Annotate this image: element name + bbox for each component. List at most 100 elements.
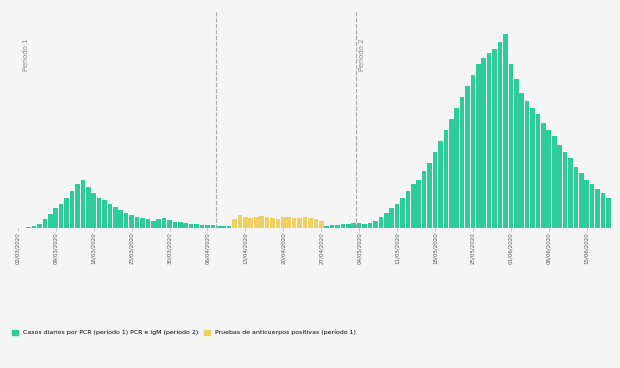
Bar xyxy=(135,217,140,228)
Bar xyxy=(417,180,421,228)
Bar xyxy=(297,218,302,228)
Bar xyxy=(335,224,340,228)
Bar xyxy=(411,184,415,228)
Bar xyxy=(286,217,291,228)
Bar xyxy=(357,223,361,228)
Bar xyxy=(601,193,605,228)
Bar xyxy=(249,218,253,228)
Bar xyxy=(97,198,102,228)
Bar xyxy=(324,226,329,228)
Bar xyxy=(520,93,524,228)
Bar xyxy=(438,141,443,228)
Bar xyxy=(81,180,85,228)
Bar xyxy=(69,191,74,228)
Bar xyxy=(384,213,389,228)
Bar xyxy=(113,208,118,228)
Bar xyxy=(319,220,324,228)
Bar xyxy=(167,220,172,228)
Bar xyxy=(189,224,193,228)
Bar xyxy=(237,215,242,228)
Bar xyxy=(503,34,508,228)
Bar xyxy=(86,187,91,228)
Bar xyxy=(140,218,144,228)
Bar xyxy=(243,217,247,228)
Bar xyxy=(172,222,177,228)
Bar xyxy=(427,163,432,228)
Text: Período 1: Período 1 xyxy=(23,38,29,71)
Bar xyxy=(352,223,356,228)
Bar xyxy=(200,224,205,228)
Bar xyxy=(297,227,302,228)
Bar xyxy=(454,108,459,228)
Bar xyxy=(308,227,312,228)
Bar xyxy=(118,209,123,228)
Bar xyxy=(216,226,221,228)
Bar xyxy=(37,224,42,228)
Bar xyxy=(146,219,150,228)
Bar xyxy=(492,49,497,228)
Bar xyxy=(498,42,502,228)
Bar xyxy=(546,130,551,228)
Bar xyxy=(156,219,161,228)
Bar xyxy=(194,224,199,228)
Bar xyxy=(59,204,63,228)
Bar xyxy=(460,97,464,228)
Bar xyxy=(270,218,275,228)
Bar xyxy=(514,79,518,228)
Bar xyxy=(221,226,226,228)
Bar xyxy=(130,215,134,228)
Bar xyxy=(368,223,372,228)
Bar xyxy=(292,217,296,228)
Bar xyxy=(362,224,367,228)
Bar xyxy=(525,101,529,228)
Bar xyxy=(64,198,69,228)
Bar xyxy=(232,219,237,228)
Bar xyxy=(536,114,540,228)
Bar xyxy=(227,226,231,228)
Bar xyxy=(184,223,188,228)
Bar xyxy=(281,217,286,228)
Text: Período 2: Período 2 xyxy=(359,38,365,71)
Bar xyxy=(395,204,399,228)
Bar xyxy=(205,225,210,228)
Bar xyxy=(346,224,351,228)
Bar xyxy=(237,227,242,228)
Bar xyxy=(178,222,183,228)
Bar xyxy=(449,119,454,228)
Bar xyxy=(595,189,600,228)
Bar xyxy=(308,217,312,228)
Bar xyxy=(557,145,562,228)
Bar xyxy=(249,227,253,228)
Bar xyxy=(330,225,334,228)
Bar xyxy=(303,217,308,228)
Bar xyxy=(476,64,480,228)
Bar xyxy=(422,171,427,228)
Bar xyxy=(606,198,611,228)
Legend: Casos diarios por PCR (período 1) PCR e IgM (período 2), Pruebas de anticuerpos : Casos diarios por PCR (período 1) PCR e … xyxy=(9,328,358,338)
Bar xyxy=(53,209,58,228)
Bar xyxy=(286,227,291,228)
Bar xyxy=(243,227,247,228)
Bar xyxy=(275,219,280,228)
Bar xyxy=(482,58,486,228)
Bar xyxy=(32,226,37,228)
Bar xyxy=(541,123,546,228)
Bar xyxy=(340,224,345,228)
Bar xyxy=(232,227,237,228)
Bar xyxy=(319,226,324,228)
Bar xyxy=(568,158,573,228)
Bar xyxy=(433,152,437,228)
Bar xyxy=(471,75,476,228)
Bar xyxy=(303,227,308,228)
Bar xyxy=(254,227,259,228)
Bar xyxy=(292,227,296,228)
Bar xyxy=(151,220,156,228)
Bar xyxy=(379,217,383,228)
Bar xyxy=(162,218,166,228)
Bar xyxy=(373,220,378,228)
Bar xyxy=(585,180,589,228)
Bar xyxy=(265,217,269,228)
Bar xyxy=(27,227,31,228)
Bar xyxy=(465,86,470,228)
Bar xyxy=(530,108,535,228)
